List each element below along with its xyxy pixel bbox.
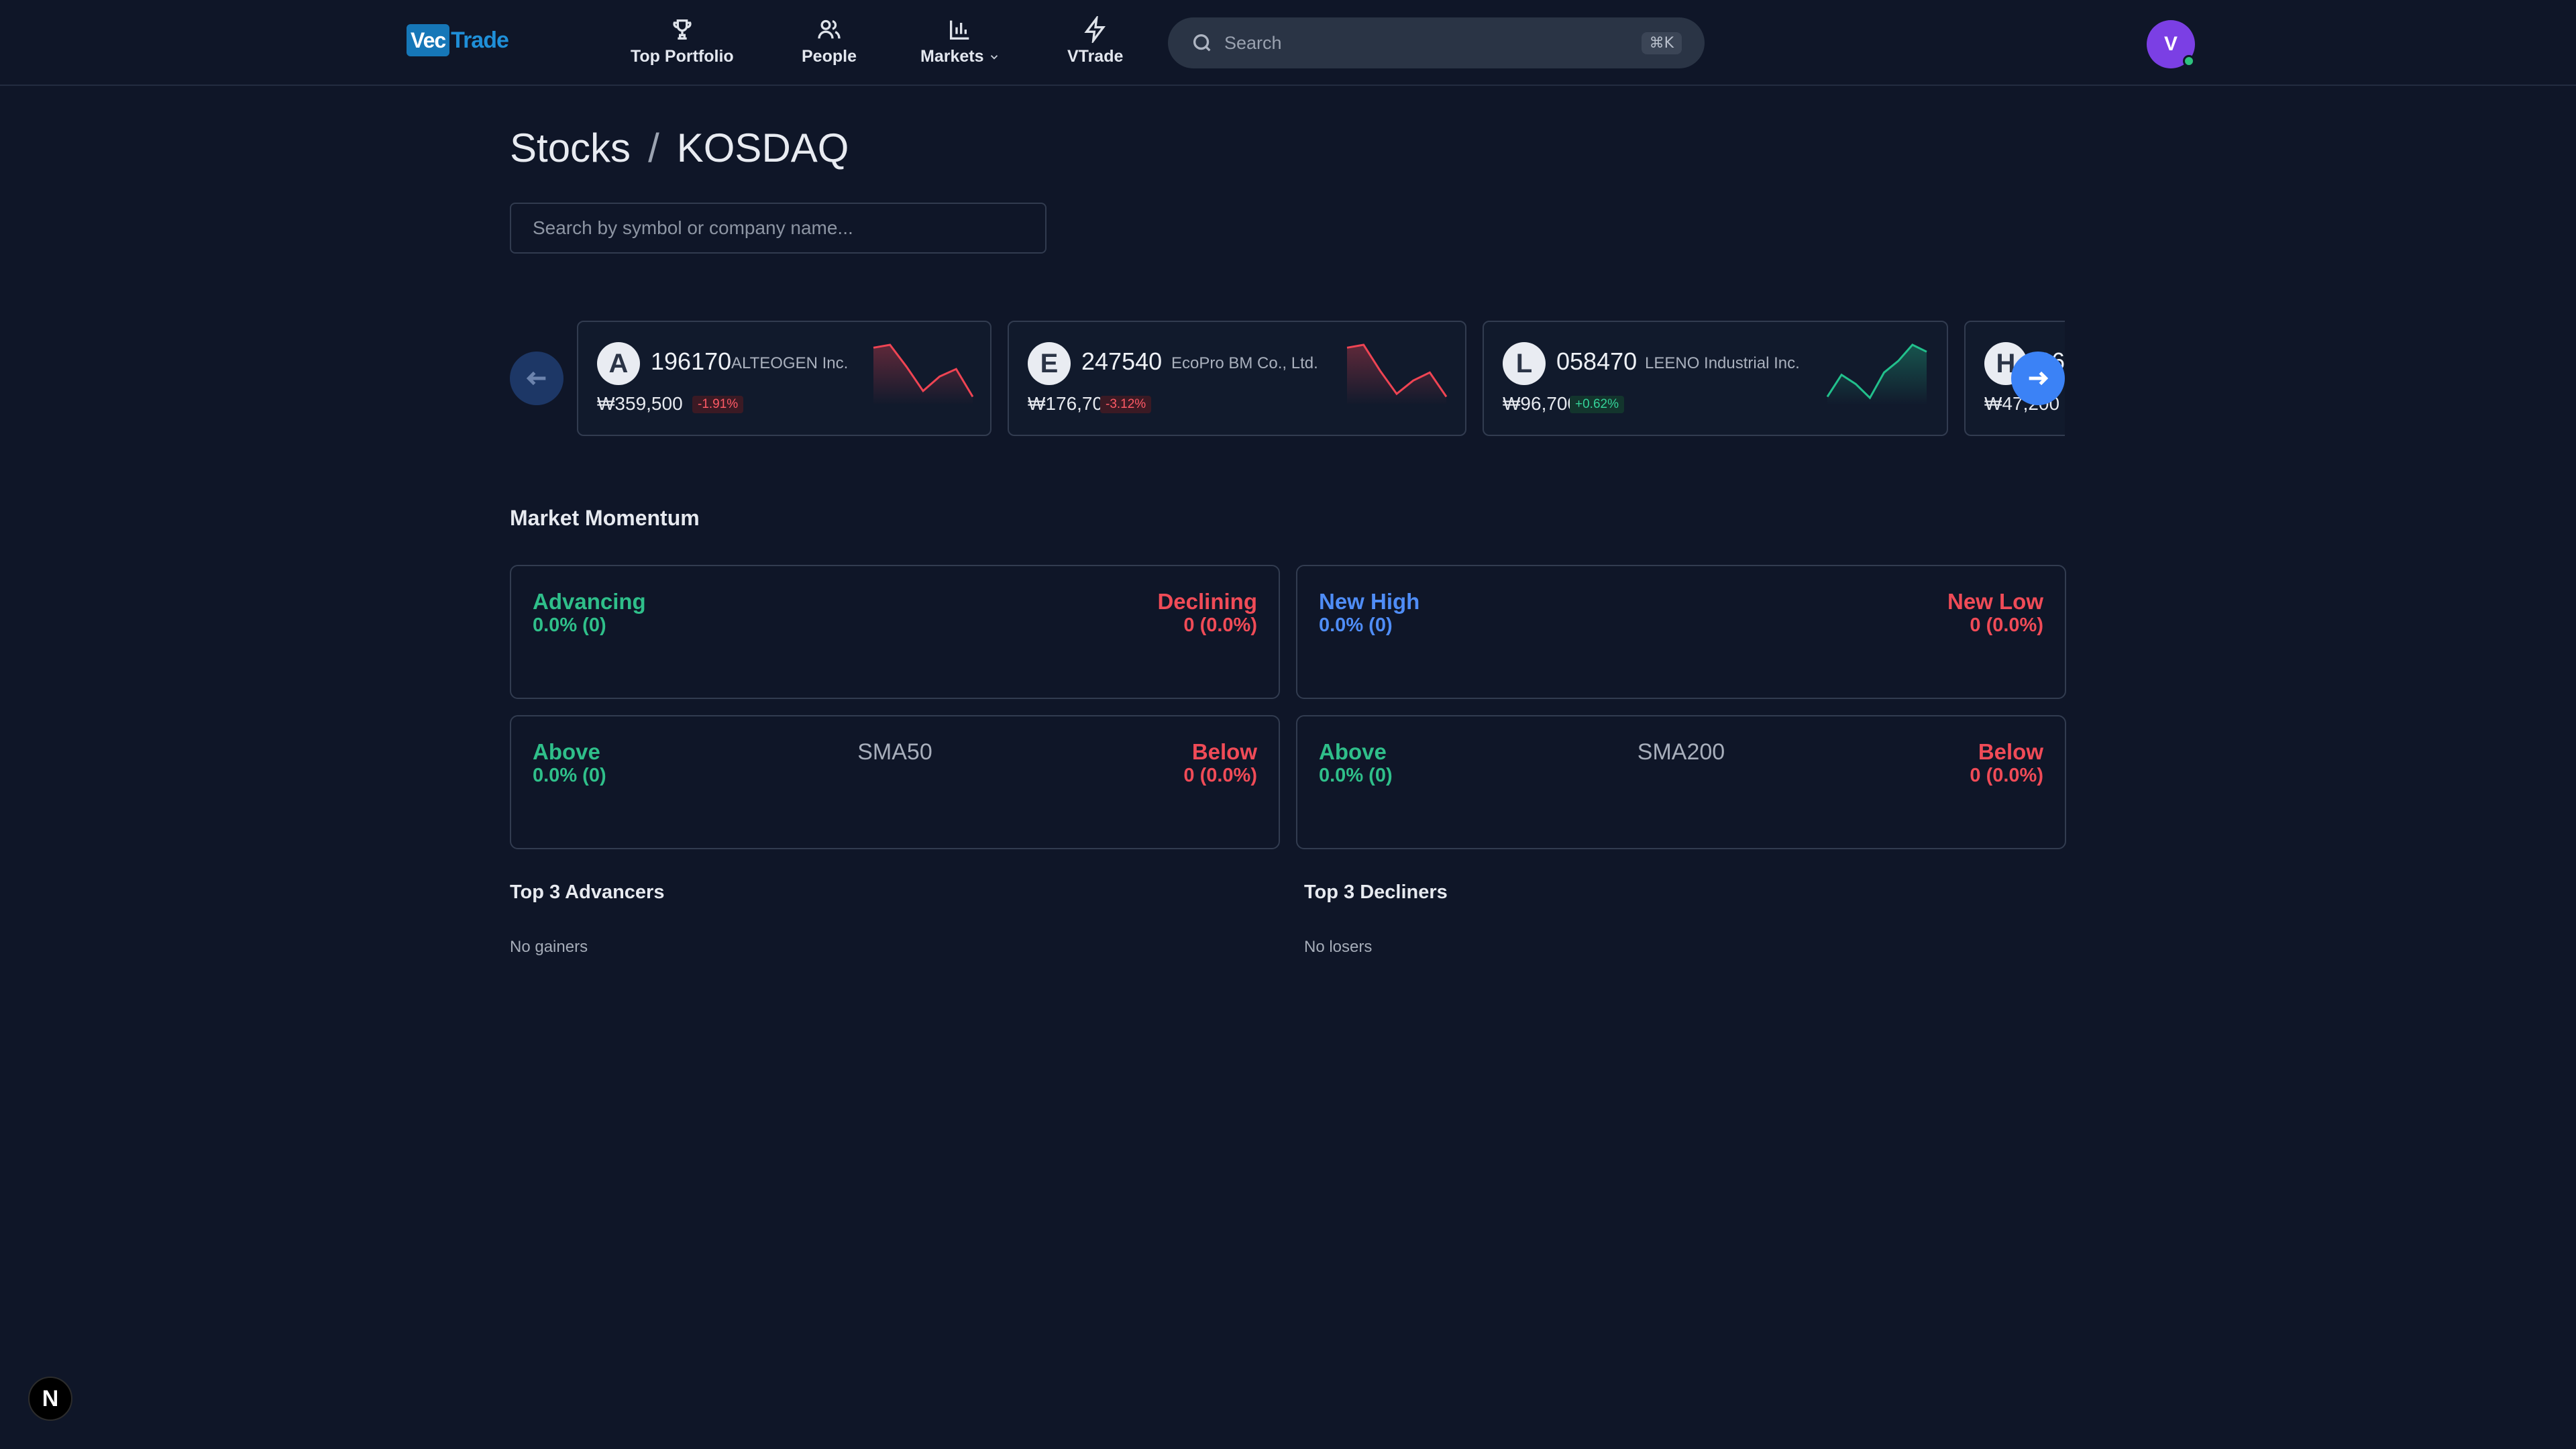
declining-label: Declining	[1157, 589, 1257, 614]
sparkline-area	[1827, 345, 1927, 405]
no-gainers-text: No gainers	[510, 938, 588, 956]
nav-label: VTrade	[1067, 47, 1124, 66]
devtools-badge[interactable]: N	[28, 1377, 72, 1421]
lightning-icon	[1084, 16, 1106, 43]
breadcrumb: Stocks / KOSDAQ	[510, 125, 849, 171]
new-low-label: New Low	[1947, 589, 2043, 614]
new-high-label: New High	[1319, 589, 1420, 614]
breadcrumb-kosdaq: KOSDAQ	[676, 125, 849, 170]
trophy-icon	[673, 19, 692, 40]
nav-markets[interactable]: Markets	[920, 16, 1000, 72]
ticker-logo: L	[1503, 342, 1546, 385]
declining-value: 0 (0.0%)	[1183, 614, 1257, 636]
logo-text: Trade	[451, 27, 509, 53]
ticker-card[interactable]: L 058470 LEENO Industrial Inc. ₩96,700 +…	[1483, 321, 1948, 436]
ticker-card[interactable]: A 196170 ALTEOGEN Inc. ₩359,500 -1.91%	[577, 321, 991, 436]
nav-label: Top Portfolio	[631, 47, 734, 66]
sma200-below-label: Below	[1978, 739, 2043, 764]
chevron-down-icon	[990, 54, 998, 60]
nav-label: Markets	[920, 47, 984, 66]
advancing-declining-card: Advancing 0.0% (0) Declining 0 (0.0%)	[510, 565, 1280, 699]
new-low-value: 0 (0.0%)	[1970, 614, 2043, 636]
logo-mark: Vec	[407, 24, 450, 56]
nav-label: People	[802, 47, 857, 66]
sma200-above-value: 0.0% (0)	[1319, 765, 1393, 786]
ticker-logo: A	[597, 342, 640, 385]
avatar[interactable]: V	[2147, 20, 2195, 68]
sma50-above-value: 0.0% (0)	[533, 765, 606, 786]
top-decliners-title: Top 3 Decliners	[1304, 881, 1448, 903]
top-advancers-title: Top 3 Advancers	[510, 881, 665, 903]
avatar-letter: V	[2163, 33, 2178, 55]
vectrade-logo[interactable]: Vec Trade	[407, 23, 509, 58]
sma200-above-label: Above	[1319, 739, 1387, 764]
global-search[interactable]: ⌘K	[1168, 17, 1705, 68]
ticker-change: +0.62%	[1570, 396, 1624, 413]
advancing-value: 0.0% (0)	[533, 614, 606, 636]
ticker-price: ₩359,500	[597, 393, 683, 414]
arrow-right-icon	[2029, 371, 2049, 386]
ticker-price: ₩176,700	[1028, 393, 1114, 414]
top-navigation: Vec Trade Top Portfolio People Markets V…	[0, 0, 2576, 86]
search-icon	[1193, 34, 1211, 52]
sparkline-line	[1346, 343, 1448, 398]
shortcut-hint: ⌘K	[1641, 32, 1682, 54]
sparkline-line	[1826, 343, 1927, 400]
people-icon	[818, 19, 841, 39]
symbol-search-input[interactable]	[510, 203, 1046, 254]
ticker-code: 247540	[1081, 347, 1163, 375]
new-high-value: 0.0% (0)	[1319, 614, 1393, 636]
ticker-sparkline	[1346, 343, 1448, 405]
ticker-sparkline	[873, 343, 974, 405]
ticker-company: ALTEOGEN Inc.	[731, 354, 849, 372]
online-status-dot	[2183, 55, 2195, 67]
nav-vtrade[interactable]: VTrade	[1067, 16, 1123, 72]
breadcrumb-stocks[interactable]: Stocks	[510, 125, 631, 170]
ticker-card[interactable]: E 247540 EcoPro BM Co., Ltd. ₩176,700 -3…	[1008, 321, 1466, 436]
ticker-carousel: A 196170 ALTEOGEN Inc. ₩359,500 -1.91% E…	[577, 321, 2065, 437]
sparkline-area	[1347, 345, 1446, 405]
ticker-code: 058470	[1556, 347, 1638, 375]
sma50-card: SMA50 Above 0.0% (0) Below 0 (0.0%)	[510, 715, 1280, 849]
sma50-below-value: 0 (0.0%)	[1183, 765, 1257, 786]
sma200-below-value: 0 (0.0%)	[1970, 765, 2043, 786]
search-input[interactable]	[1224, 32, 1642, 54]
ticker-sparkline	[1826, 343, 1927, 405]
ticker-change: -3.12%	[1100, 396, 1152, 413]
ticker-change: -1.91%	[692, 396, 744, 413]
ticker-card[interactable]: H 06 ₩47,200	[1964, 321, 2065, 436]
bar-chart-icon	[950, 20, 969, 40]
sma50-above-label: Above	[533, 739, 600, 764]
carousel-next-button[interactable]	[2011, 352, 2065, 405]
sma50-below-label: Below	[1191, 739, 1257, 764]
ticker-company: LEENO Industrial Inc.	[1645, 354, 1800, 372]
sma200-card: SMA200 Above 0.0% (0) Below 0 (0.0%)	[1296, 715, 2066, 849]
new-high-low-card: New High 0.0% (0) New Low 0 (0.0%)	[1296, 565, 2066, 699]
arrow-left-icon	[526, 371, 546, 386]
no-losers-text: No losers	[1304, 938, 1373, 956]
ticker-price: ₩96,700	[1503, 393, 1578, 414]
market-momentum-title: Market Momentum	[510, 506, 700, 530]
sma50-label: SMA50	[857, 739, 932, 765]
advancing-label: Advancing	[533, 589, 646, 614]
ticker-code: 196170	[651, 347, 732, 375]
nav-label-markets: Markets	[920, 47, 1000, 66]
ticker-company: EcoPro BM Co., Ltd.	[1171, 354, 1318, 372]
nav-top-portfolio[interactable]: Top Portfolio	[631, 16, 734, 72]
nav-people[interactable]: People	[802, 16, 857, 72]
ticker-logo: E	[1028, 342, 1071, 385]
sma200-label: SMA200	[1637, 739, 1725, 765]
sparkline-line	[873, 343, 974, 398]
carousel-prev-button[interactable]	[510, 352, 564, 405]
sparkline-area	[873, 345, 973, 405]
breadcrumb-separator: /	[648, 125, 659, 170]
